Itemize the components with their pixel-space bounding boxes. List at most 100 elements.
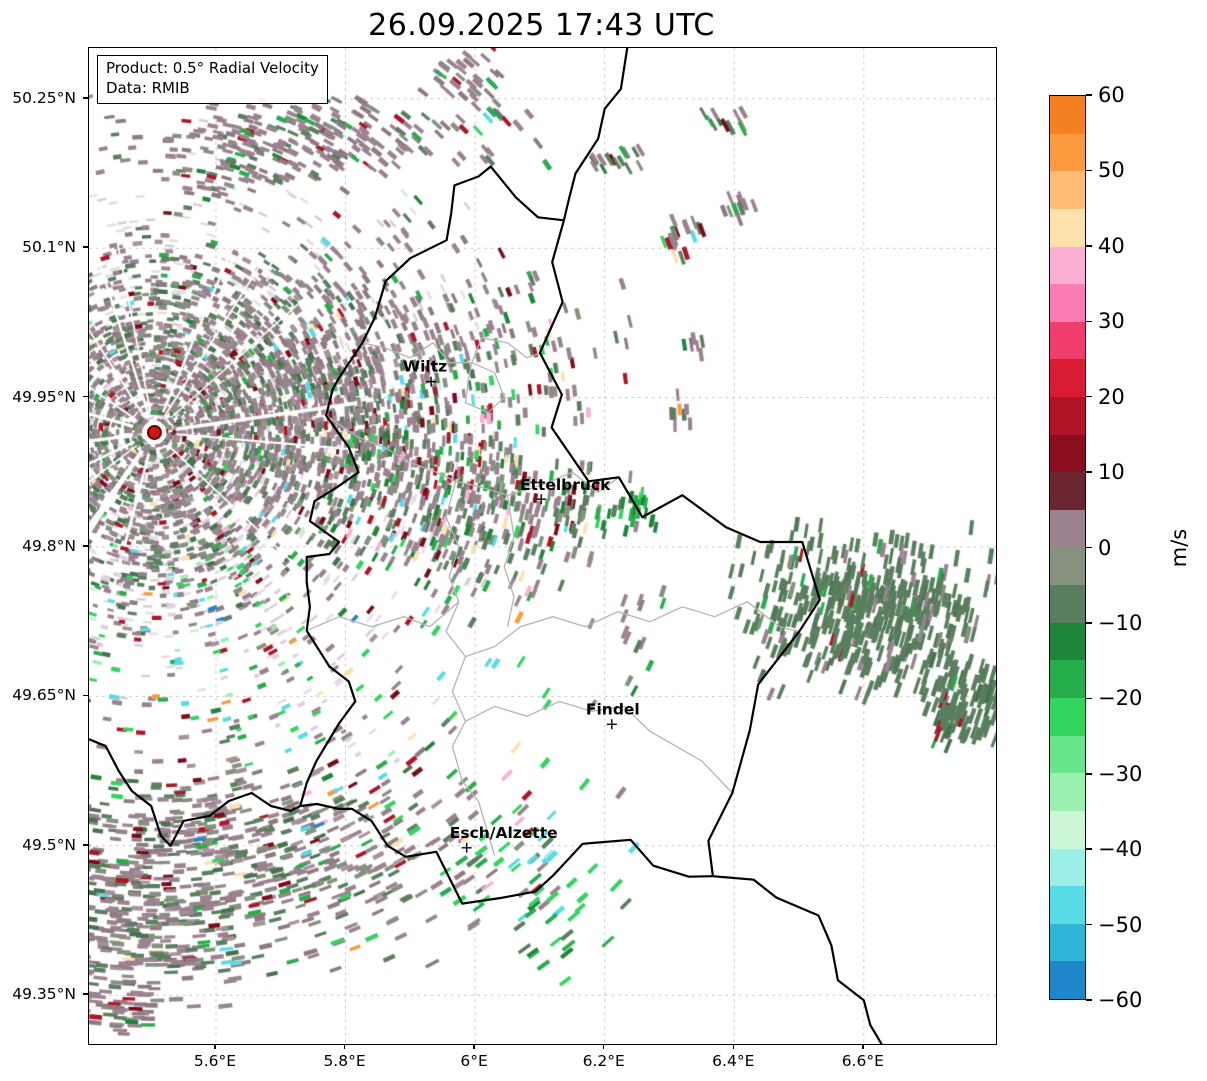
district-border	[325, 414, 620, 496]
district-border	[503, 495, 515, 627]
district-border	[445, 481, 496, 856]
colorbar-tick-mark	[1086, 395, 1092, 398]
colorbar-band	[1050, 698, 1085, 736]
colorbar-band	[1050, 585, 1085, 623]
lat-tick-label: 49.8°N	[22, 536, 76, 555]
lat-tick-label: 50.25°N	[12, 88, 76, 107]
colorbar-tick-mark	[1086, 245, 1092, 247]
colorbar-band	[1050, 246, 1085, 285]
lon-tick-label: 5.8°E	[323, 1052, 366, 1070]
city-label: Esch/Alzette	[450, 824, 558, 842]
colorbar-tick-mark	[1086, 320, 1092, 322]
lat-tick-mark	[83, 844, 88, 846]
colorbar-band	[1050, 923, 1085, 962]
district-border	[465, 601, 800, 658]
figure-title: 26.09.2025 17:43 UTC	[368, 8, 715, 43]
colorbar-band	[1050, 359, 1085, 397]
district-border	[362, 337, 543, 364]
longitude-axis: 5.6°E 5.8°E 6°E 6.2°E 6.4°E 6.6°E	[88, 1044, 995, 1078]
colorbar-tick-label: −20	[1098, 686, 1143, 711]
colorbar-band	[1050, 886, 1085, 924]
lon-tick-mark	[602, 1044, 605, 1049]
colorbar-tick-label: 50	[1098, 158, 1125, 183]
colorbar-band	[1050, 547, 1085, 586]
colorbar-unit-label: m/s	[1167, 528, 1191, 568]
lat-tick-mark	[83, 246, 88, 248]
colorbar-tick-label: −60	[1098, 988, 1143, 1012]
data-source-label: Data: RMIB	[106, 78, 190, 97]
colorbar-tick-mark	[1086, 697, 1092, 700]
colorbar-band	[1050, 810, 1085, 849]
colorbar-band	[1050, 773, 1085, 811]
colorbar-tick-mark	[1086, 169, 1092, 172]
colorbar-band	[1050, 509, 1085, 548]
colorbar-tick-mark	[1086, 999, 1092, 1001]
lon-tick-label: 6.4°E	[712, 1052, 755, 1070]
colorbar-tick-label: −50	[1098, 912, 1143, 937]
lon-tick-mark	[473, 1044, 475, 1049]
colorbar-ticks: 60 50 40 30 20 10 0 −10 −20 −30 −40 −50 −60	[1086, 83, 1176, 1012]
lat-tick-label: 50.1°N	[22, 238, 76, 257]
colorbar-tick-label: 40	[1098, 233, 1125, 258]
colorbar-tick-label: 10	[1098, 460, 1125, 485]
colorbar-tick-mark	[1086, 923, 1092, 926]
product-label: Product: 0.5° Radial Velocity	[106, 59, 319, 77]
lon-tick-mark	[862, 1044, 864, 1049]
lon-tick-label: 6.2°E	[582, 1052, 625, 1070]
colorbar-tick-mark	[1086, 94, 1092, 96]
city-label: Ettelbruck	[520, 476, 611, 494]
city-marker	[606, 719, 617, 730]
colorbar-band	[1050, 434, 1085, 473]
lat-tick-mark	[83, 545, 88, 547]
national-border	[89, 738, 301, 847]
colorbar-band	[1050, 660, 1085, 698]
colorbar-band	[1050, 133, 1085, 172]
colorbar-tick-label: 60	[1098, 83, 1125, 107]
lon-tick-mark	[343, 1044, 346, 1049]
colorbar-band	[1050, 622, 1085, 661]
lat-tick-mark	[83, 395, 88, 398]
district-border	[306, 601, 460, 632]
colorbar-tick-mark	[1086, 622, 1092, 624]
colorbar-tick-mark	[1086, 848, 1092, 850]
district-border	[464, 362, 506, 414]
colorbar-tick-mark	[1086, 773, 1092, 775]
colorbar-band	[1050, 472, 1085, 510]
map-overlay-layer: Wiltz Ettelbruck Findel Esch/Alzette	[89, 48, 883, 1044]
city-marker	[536, 494, 547, 505]
colorbar-band	[1050, 321, 1085, 360]
colorbar-tick-label: −40	[1098, 837, 1143, 862]
colorbar-band	[1050, 397, 1085, 435]
city-marker	[461, 842, 472, 853]
colorbar-tick-label: 0	[1098, 535, 1112, 560]
colorbar-tick-label: −30	[1098, 761, 1143, 786]
district-border	[465, 700, 733, 794]
colorbar-tick-mark	[1086, 471, 1092, 473]
colorbar-band	[1050, 961, 1085, 999]
latitude-axis: 50.25°N 50.1°N 49.95°N 49.8°N 49.65°N 49.5°N 4…	[0, 47, 88, 1043]
lon-tick-label: 6.6°E	[841, 1052, 884, 1070]
lat-tick-mark	[83, 97, 88, 99]
city-marker	[426, 376, 437, 387]
lon-tick-mark	[732, 1044, 735, 1049]
lat-tick-label: 49.65°N	[12, 686, 76, 705]
colorbar-band	[1050, 848, 1085, 887]
lat-tick-label: 49.95°N	[12, 387, 76, 406]
radar-site-marker	[146, 424, 162, 440]
lat-tick-mark	[83, 694, 88, 697]
lat-tick-mark	[83, 993, 88, 995]
colorbar-band	[1050, 171, 1085, 209]
colorbar-tick-label: 30	[1098, 309, 1125, 334]
product-info-box: Product: 0.5° Radial Velocity Data: RMIB	[97, 55, 328, 104]
colorbar-band	[1050, 735, 1085, 774]
colorbar-tick-mark	[1086, 546, 1092, 549]
city-label: Wiltz	[403, 358, 447, 376]
colorbar-tick-label: −10	[1098, 610, 1143, 635]
colorbar-band	[1050, 96, 1085, 134]
national-border	[299, 165, 713, 905]
lon-tick-label: 5.6°E	[193, 1052, 237, 1070]
colorbar	[1049, 95, 1086, 1000]
colorbar-band	[1050, 208, 1085, 247]
map-plot: Wiltz Ettelbruck Findel Esch/Alzette Produc…	[88, 47, 997, 1045]
